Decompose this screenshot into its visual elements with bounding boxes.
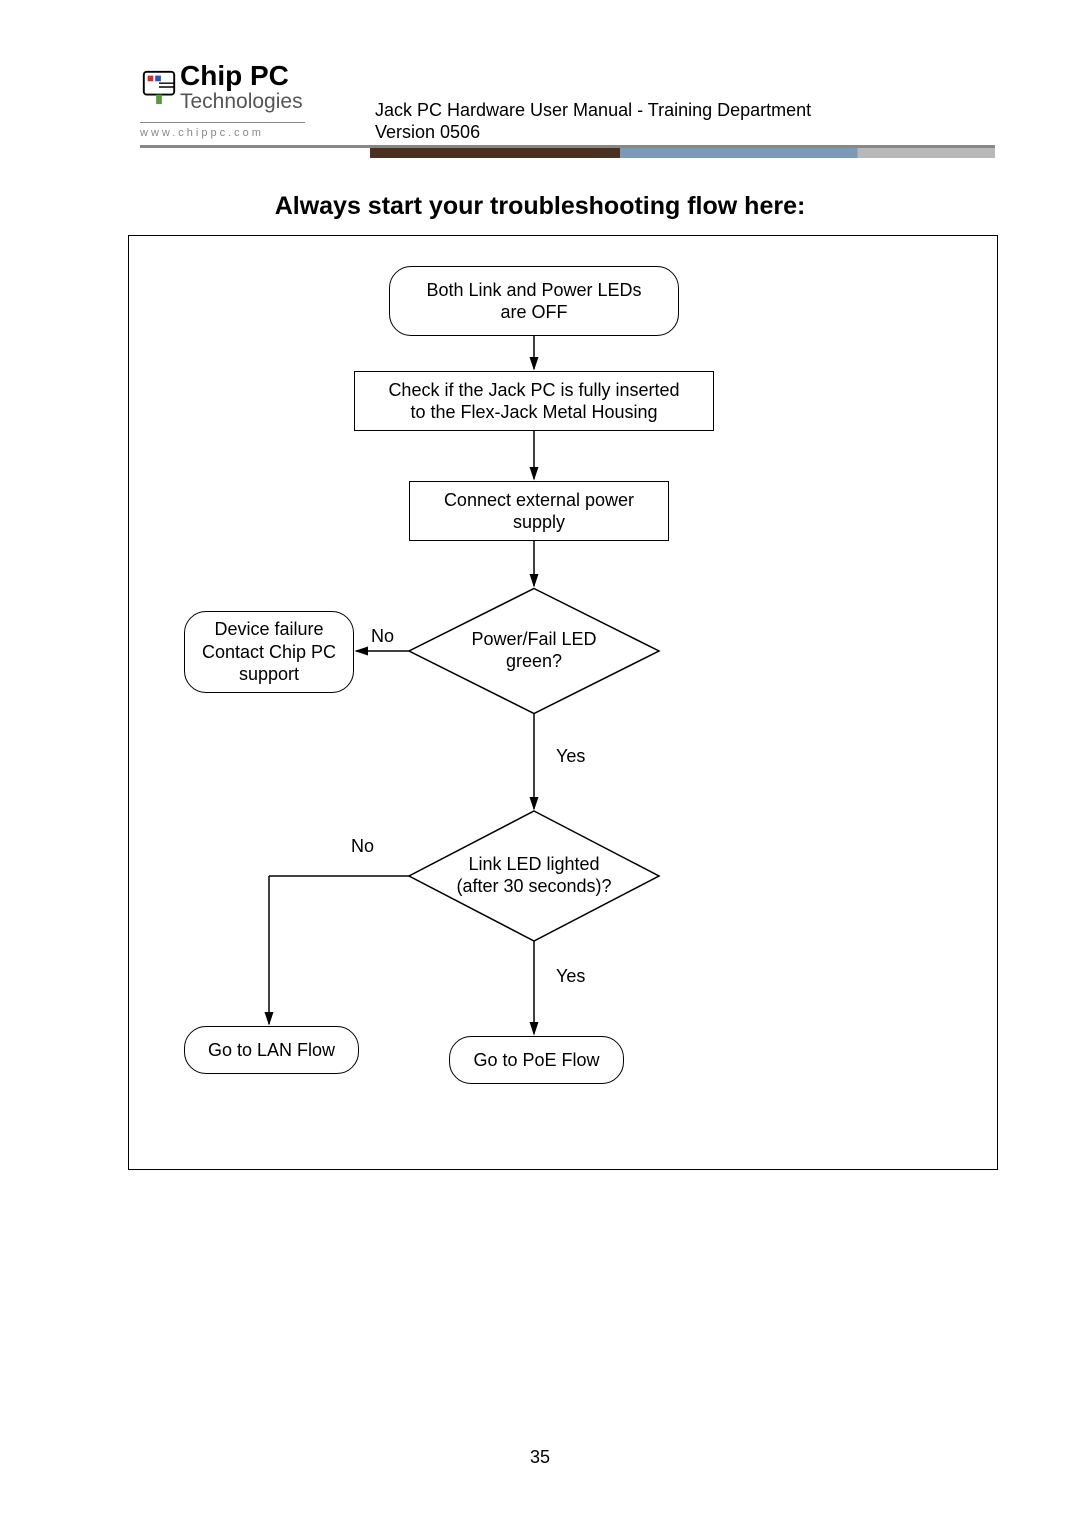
chip-icon — [140, 68, 178, 106]
doc-title: Always start your troubleshooting flow h… — [0, 192, 1080, 221]
node-goto-lan: Go to LAN Flow — [184, 1026, 359, 1074]
header-version: Version 0506 — [375, 122, 480, 143]
flowchart-container: Power/Fail LEDgreen?Link LED lighted(aft… — [128, 235, 998, 1170]
header-color-bar — [370, 148, 995, 158]
logo: Chip PC Technologies www.chippc.com — [140, 60, 310, 150]
label-no-1: No — [369, 626, 396, 647]
node-start: Both Link and Power LEDsare OFF — [389, 266, 679, 336]
page-header: Chip PC Technologies www.chippc.com Jack… — [140, 60, 995, 155]
label-yes-2: Yes — [554, 966, 587, 987]
node-goto-poe: Go to PoE Flow — [449, 1036, 624, 1084]
node-check-insertion: Check if the Jack PC is fully insertedto… — [354, 371, 714, 431]
label-no-2: No — [349, 836, 376, 857]
doc-title-text: Always start your troubleshooting flow h… — [275, 192, 806, 220]
label-yes-1: Yes — [554, 746, 587, 767]
page-number: 35 — [0, 1447, 1080, 1468]
logo-subtext: Technologies — [180, 90, 303, 114]
logo-url: www.chippc.com — [140, 122, 305, 139]
node-connect-power: Connect external powersupply — [409, 481, 669, 541]
logo-text: Chip PC — [180, 60, 289, 92]
header-title: Jack PC Hardware User Manual - Training … — [375, 100, 811, 121]
node-device-failure: Device failureContact Chip PCsupport — [184, 611, 354, 693]
